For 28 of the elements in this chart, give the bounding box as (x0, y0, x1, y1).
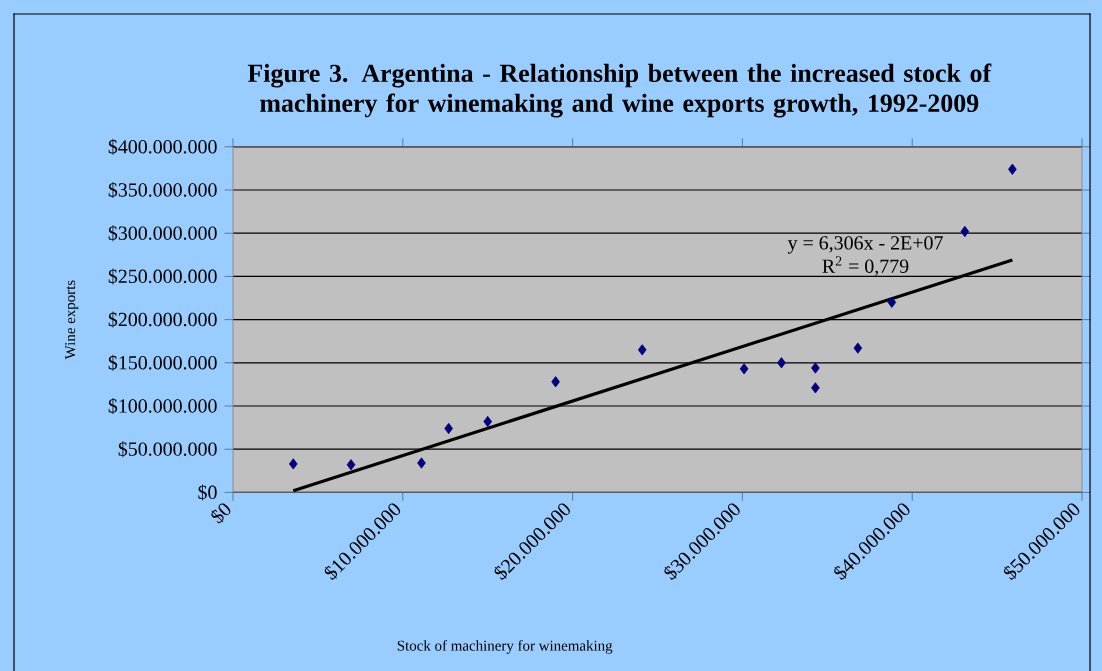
point (346, 459, 356, 471)
point (811, 362, 820, 374)
point (417, 457, 426, 469)
y-tick-label: $350.000.000 (108, 182, 217, 198)
y-axis-title: Wine exports (65, 280, 79, 360)
point (637, 344, 647, 356)
y-tick-label: $250.000.000 (108, 268, 217, 285)
point (1008, 163, 1017, 175)
chart-title: Figure 3. Argentina - Relationship between the increased stock of machinery for winemaking and wine exports growth, 1992-2009 (247, 63, 992, 118)
annotation: y = 6,306x - 2E+07 (787, 236, 943, 254)
y-tick-label: $150.000.000 (108, 354, 217, 371)
point (811, 382, 820, 394)
point (551, 376, 560, 388)
point (853, 342, 863, 354)
point (777, 357, 786, 369)
point (739, 363, 749, 375)
point (960, 225, 970, 238)
x-tick-label: $0 (211, 503, 231, 524)
y-tick-label: $50.000.000 (118, 441, 217, 458)
y-tick-label: $400.000.000 (108, 138, 217, 155)
x-axis-title: Stock of machinery for winemaking (397, 640, 613, 654)
y-tick-label: $100.000.000 (108, 398, 217, 414)
point (288, 458, 298, 470)
y-tick-label: $200.000.000 (108, 311, 217, 328)
point (887, 296, 897, 308)
y-tick-label: $300.000.000 (108, 225, 217, 242)
annotation: R$^{2}$ = 0,779 (822, 256, 909, 276)
y-tick-label: $0 (198, 484, 217, 501)
